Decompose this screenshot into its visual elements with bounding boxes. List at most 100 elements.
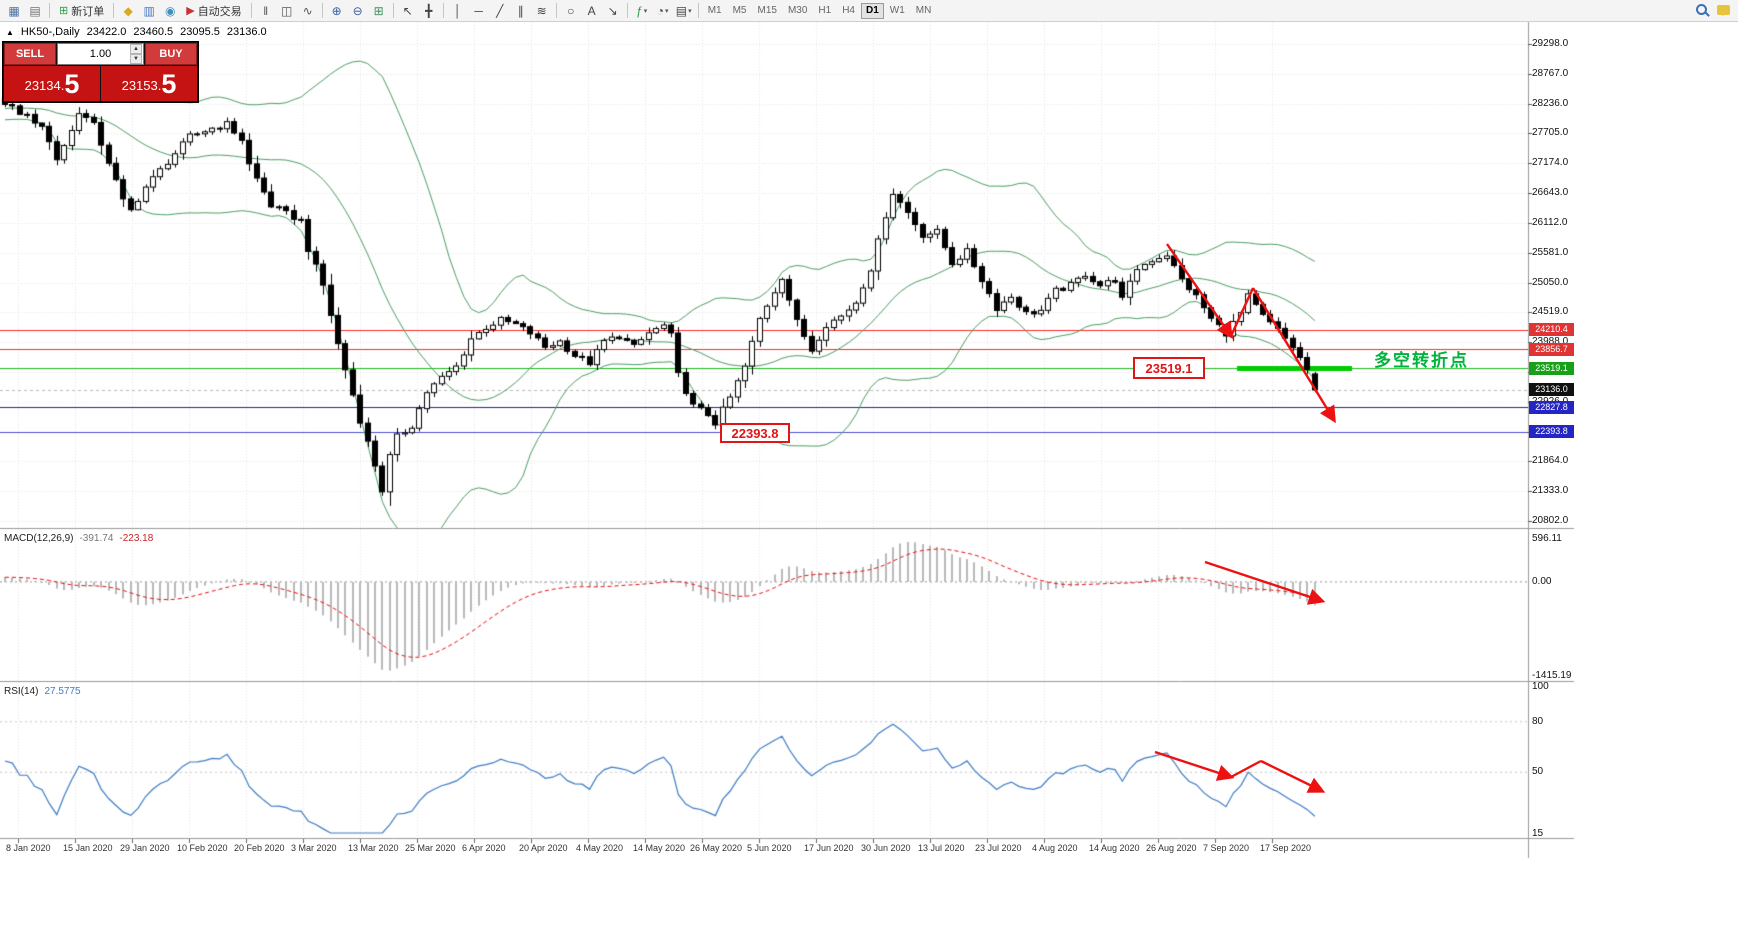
support-price-annotation[interactable]: 22393.8 xyxy=(720,423,790,443)
volume-up-icon[interactable]: ▲ xyxy=(130,44,142,54)
toolbar-right-group xyxy=(1696,4,1730,16)
timeframe-m5-button[interactable]: M5 xyxy=(732,5,747,16)
price-axis-label: 25050.0 xyxy=(1532,276,1569,288)
pivot-price-annotation[interactable]: 23519.1 xyxy=(1133,357,1205,379)
toolbar-separator xyxy=(321,3,323,18)
toolbar-separator xyxy=(49,3,50,18)
zoom-in-icon[interactable]: ⊕ xyxy=(331,3,342,18)
line-chart-icon[interactable]: ∿ xyxy=(302,3,313,18)
rsi-name: RSI(14) xyxy=(4,686,39,697)
price-axis-label: 29298.0 xyxy=(1532,38,1569,49)
date-axis-label: 17 Sep 2020 xyxy=(1260,843,1312,853)
profiles-icon[interactable]: ▤ xyxy=(29,3,41,18)
price-line-label: 22393.8 xyxy=(1529,425,1574,439)
autotrading-button-label: 自动交易 xyxy=(197,5,242,18)
timeframe-m1-button[interactable]: M1 xyxy=(707,5,722,16)
dropdown-arrow-icon: ▾ xyxy=(688,7,692,15)
candlestick-chart-icon[interactable]: ◫ xyxy=(281,3,293,18)
sell-price-big-digit: 5 xyxy=(64,69,80,99)
timeframe-h4-button[interactable]: H4 xyxy=(842,5,855,16)
volume-down-icon[interactable]: ▼ xyxy=(130,54,142,64)
timeframe-mn-button[interactable]: MN xyxy=(915,5,932,16)
buy-price-main: 23153. xyxy=(121,78,162,93)
toolbar-separator xyxy=(626,3,628,18)
date-axis-label: 25 Mar 2020 xyxy=(405,843,456,853)
price-line-label: 24210.4 xyxy=(1529,323,1574,337)
volume-spinner: ▲ ▼ xyxy=(130,44,142,64)
price-axis-label: 20802.0 xyxy=(1532,515,1569,526)
date-axis-label: 3 Mar 2020 xyxy=(291,843,337,853)
templates-icon[interactable]: ▤ ▾ xyxy=(675,3,692,18)
volume-input[interactable] xyxy=(58,48,143,60)
new-chart-icon[interactable]: ▦ xyxy=(8,3,20,18)
quote-line: ▲ HK50-,Daily 23422.0 23460.5 23095.5 23… xyxy=(6,26,267,38)
sell-price-main: 23134. xyxy=(24,78,65,93)
macd-main-value: -391.74 xyxy=(79,533,114,544)
quote-close: 23136.0 xyxy=(226,26,267,38)
price-axis-label: 27174.0 xyxy=(1532,157,1569,169)
symbol-period-label: HK50-,Daily xyxy=(20,26,80,38)
volume-field-wrap: ▲ ▼ xyxy=(57,43,144,65)
terminal-icon[interactable]: ▥ xyxy=(143,3,155,18)
timeframe-h1-button[interactable]: H1 xyxy=(818,5,832,16)
date-axis-label: 30 Jun 2020 xyxy=(861,843,911,853)
one-click-collapse-toggle[interactable]: ▲ xyxy=(6,27,14,37)
periods-icon[interactable]: ◔ ▾ xyxy=(656,3,669,18)
buy-price-big-digit: 5 xyxy=(161,69,177,99)
text-icon[interactable]: A xyxy=(587,3,596,18)
macd-axis-max: 596.11 xyxy=(1532,533,1562,544)
equidistant-channel-icon[interactable]: ∥ xyxy=(517,3,524,18)
date-axis-label: 26 May 2020 xyxy=(690,843,743,853)
toolbar-separator xyxy=(392,3,394,18)
rsi-indicator-label: RSI(14) 27.5775 xyxy=(4,686,81,697)
price-axis-label: 25581.0 xyxy=(1532,246,1569,258)
arrow-tool-icon[interactable]: ↘ xyxy=(607,3,618,18)
timeframe-m15-button[interactable]: M15 xyxy=(757,5,777,16)
horizontal-line-icon[interactable]: ─ xyxy=(474,3,483,18)
date-axis-label: 14 Aug 2020 xyxy=(1089,843,1140,853)
toolbar-separator xyxy=(250,3,252,18)
tile-windows-icon[interactable]: ⊞ xyxy=(373,3,384,18)
trendline-icon[interactable]: ╱ xyxy=(496,3,504,18)
buy-price-display[interactable]: 23153. 5 xyxy=(101,66,197,101)
community-icon[interactable]: ◉ xyxy=(164,3,176,18)
cursor-icon[interactable]: ↖ xyxy=(402,3,413,18)
date-axis-label: 5 Jun 2020 xyxy=(747,843,792,853)
date-axis-label: 15 Jan 2020 xyxy=(63,843,113,853)
new-order-button-label: 新订单 xyxy=(71,5,105,18)
search-icon[interactable] xyxy=(1696,4,1707,15)
macd-name: MACD(12,26,9) xyxy=(4,533,74,544)
fibonacci-icon[interactable]: ≋ xyxy=(536,3,547,18)
autotrading-icon: ▶ xyxy=(186,5,195,17)
date-axis-label: 23 Jul 2020 xyxy=(975,843,1022,853)
macd-axis-min: -1415.19 xyxy=(1532,670,1572,681)
rsi-axis-80: 80 xyxy=(1532,715,1544,727)
rsi-axis-100: 100 xyxy=(1532,681,1549,692)
toolbar-separator xyxy=(442,3,444,18)
sell-price-display[interactable]: 23134. 5 xyxy=(4,66,100,101)
price-axis-label: 26643.0 xyxy=(1532,187,1569,199)
vertical-line-icon[interactable]: │ xyxy=(453,3,462,18)
indicators-icon[interactable]: ƒ ▾ xyxy=(636,3,648,18)
metaeditor-icon[interactable]: ◆ xyxy=(123,3,133,18)
timeframe-w1-button[interactable]: W1 xyxy=(889,5,905,16)
one-click-trading-panel: SELL ▲ ▼ BUY 23134. 5 23153. 5 xyxy=(2,41,199,103)
sell-button[interactable]: SELL xyxy=(4,43,56,65)
timeframe-d1-button[interactable]: D1 xyxy=(861,2,884,19)
quote-low: 23095.5 xyxy=(180,26,220,38)
dropdown-arrow-icon: ▾ xyxy=(643,7,648,15)
price-axis-label: 27705.0 xyxy=(1532,127,1569,139)
price-line-label: 23856.7 xyxy=(1529,342,1574,356)
pivot-label: 多空转折点 xyxy=(1374,351,1469,370)
crosshair-icon[interactable]: ╋ xyxy=(425,3,433,18)
bar-chart-icon[interactable]: ‖ xyxy=(263,3,269,18)
date-axis-label: 6 Apr 2020 xyxy=(462,843,506,853)
autotrading-button[interactable]: ▶ 自动交易 xyxy=(181,2,246,20)
new-order-button[interactable]: ⊞ 新订单 xyxy=(54,2,109,20)
timeframe-m30-button[interactable]: M30 xyxy=(787,5,808,16)
zoom-out-icon[interactable]: ⊖ xyxy=(352,3,363,18)
community-chat-icon[interactable] xyxy=(1717,4,1730,16)
shapes-icon[interactable]: ○ xyxy=(567,3,575,18)
buy-button[interactable]: BUY xyxy=(145,43,197,65)
